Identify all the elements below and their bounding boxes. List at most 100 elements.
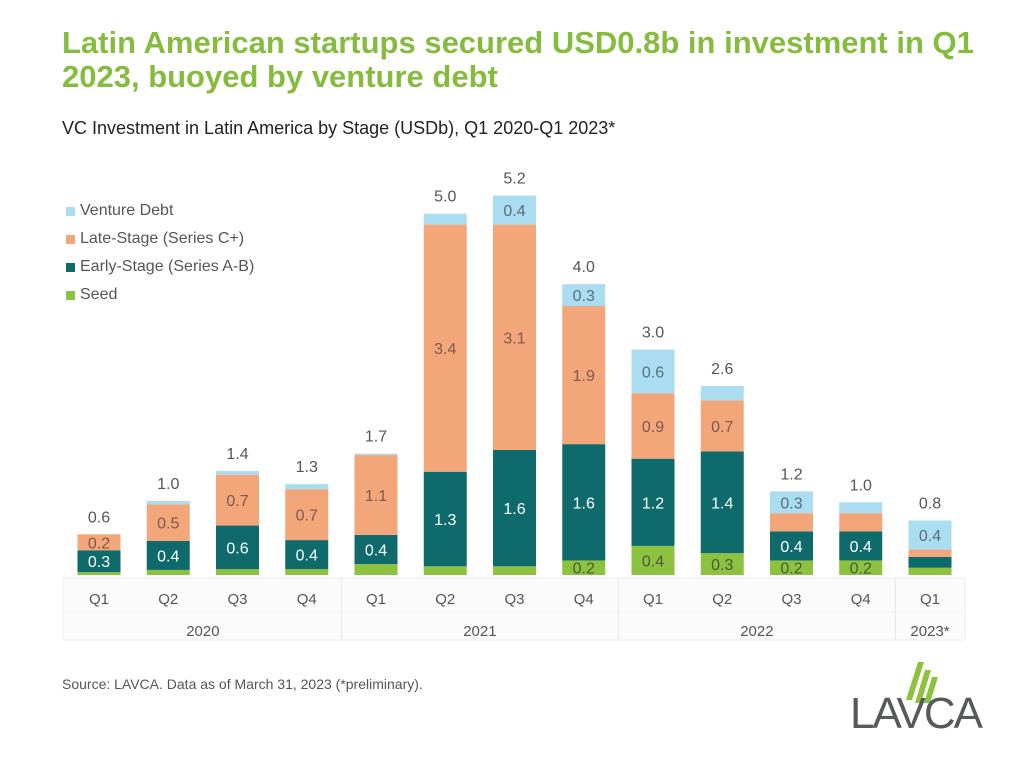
bar-segment (354, 564, 398, 575)
quarter-label: Q2 (158, 591, 178, 608)
segment-label: 0.4 (503, 203, 525, 220)
bar-segment (354, 453, 398, 456)
bar-segment (77, 534, 121, 551)
bar-segment (631, 458, 675, 546)
segment-label: 0.4 (296, 548, 318, 565)
bar-segment (770, 560, 813, 575)
bar-segment (285, 484, 329, 490)
quarter-label: Q3 (781, 591, 801, 608)
bar-segment (908, 556, 952, 568)
quarter-label: Q1 (89, 591, 109, 608)
bar-segment (216, 569, 259, 575)
legend-swatch (66, 262, 75, 272)
bar-segment (700, 451, 744, 554)
segment-label: 0.5 (157, 516, 179, 533)
legend-item: Early-Stage (Series A-B) (66, 253, 254, 281)
segment-label: 3.4 (434, 341, 456, 358)
segment-label: 0.6 (226, 540, 248, 557)
bar-segment (839, 513, 883, 532)
quarter-label: Q1 (920, 591, 940, 608)
bar-segment (146, 500, 190, 505)
bar-segment (493, 566, 536, 575)
total-label: 3.0 (642, 325, 664, 342)
segment-label: 0.6 (642, 364, 664, 381)
bar-segment (77, 572, 121, 575)
bar-segment (216, 525, 259, 570)
bar-segment (700, 385, 744, 401)
bar-segment (562, 284, 606, 307)
bar-segment (146, 569, 190, 575)
quarter-label: Q2 (435, 591, 455, 608)
legend-label: Late-Stage (Series C+) (80, 230, 245, 247)
segment-label: 1.4 (711, 495, 733, 512)
total-label: 1.3 (296, 459, 318, 476)
total-label: 0.6 (88, 509, 110, 526)
segment-label: 0.4 (850, 539, 872, 556)
bar-segment (285, 540, 329, 570)
quarter-label: Q2 (712, 591, 732, 608)
segment-label: 0.7 (711, 419, 733, 436)
legend-label: Seed (80, 286, 118, 303)
bar-segment (770, 531, 813, 561)
legend-item: Seed (66, 281, 254, 309)
total-label: 2.6 (711, 361, 733, 378)
segment-label: 0.2 (573, 561, 595, 578)
segment-label: 1.3 (434, 512, 456, 529)
legend-swatch (66, 234, 75, 244)
bar-segment (146, 504, 190, 541)
total-label: 5.0 (434, 189, 456, 206)
legend-label: Venture Debt (80, 202, 174, 219)
segment-label: 0.3 (88, 554, 110, 571)
quarter-label: Q3 (504, 591, 524, 608)
quarter-label: Q1 (366, 591, 386, 608)
total-label: 1.7 (365, 429, 387, 446)
category-axis-band (62, 577, 966, 641)
segment-label: 0.9 (642, 419, 664, 436)
bar-segment (285, 569, 329, 575)
bar-segment (354, 455, 398, 536)
legend-item: Late-Stage (Series C+) (66, 225, 254, 253)
total-label: 1.0 (157, 476, 179, 493)
total-label: 5.2 (503, 171, 525, 188)
segment-label: 0.2 (780, 561, 802, 578)
source-note: Source: LAVCA. Data as of March 31, 2023… (62, 676, 423, 692)
bar-segment (908, 549, 952, 557)
segment-label: 0.7 (226, 493, 248, 510)
bar-segment (839, 560, 883, 575)
total-label: 1.0 (850, 477, 872, 494)
segment-label: 0.2 (850, 561, 872, 578)
bar-segment (423, 224, 467, 472)
year-label: 2022 (740, 623, 773, 640)
bar-segment (562, 444, 606, 561)
bar-segment (770, 513, 813, 532)
bar-segment (146, 540, 190, 570)
bar-segment (631, 349, 675, 394)
bar-segment (631, 545, 675, 575)
bar-segment (562, 306, 606, 445)
legend-swatch (66, 290, 75, 300)
segment-label: 1.1 (365, 488, 387, 505)
legend-swatch (66, 206, 75, 216)
legend-item: Venture Debt (66, 197, 254, 225)
total-label: 1.4 (226, 446, 248, 463)
bar-segment (700, 400, 744, 452)
segment-label: 0.4 (157, 548, 179, 565)
segment-label: 1.6 (503, 501, 525, 518)
segment-label: 3.1 (503, 330, 525, 347)
bar-segment (770, 491, 813, 514)
segment-label: 0.3 (573, 288, 595, 305)
bar-segment (216, 471, 259, 475)
bar-segment (700, 553, 744, 575)
bar-segment (423, 471, 467, 567)
bar-segment (493, 224, 536, 450)
segment-label: 1.2 (642, 495, 664, 512)
bar-segment (839, 531, 883, 561)
year-label: 2023* (910, 623, 949, 640)
year-label: 2020 (186, 623, 219, 640)
total-label: 4.0 (573, 259, 595, 276)
bar-segment (77, 550, 121, 573)
bar-segment (216, 474, 259, 526)
segment-label: 0.3 (711, 557, 733, 574)
headline: Latin American startups secured USD0.8b … (62, 25, 974, 94)
segment-label: 1.6 (573, 495, 595, 512)
